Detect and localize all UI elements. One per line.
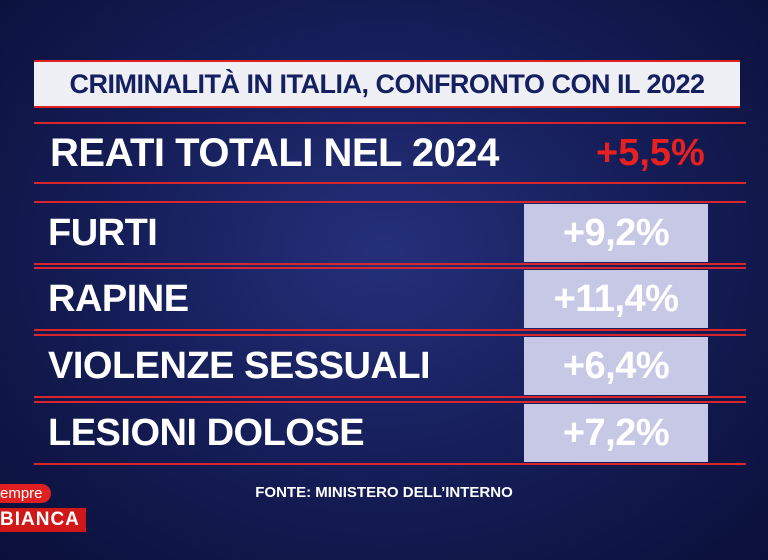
value-box — [524, 270, 708, 328]
divider — [34, 182, 746, 184]
divider — [34, 122, 746, 124]
row-label: LESIONI DOLOSE — [48, 412, 365, 454]
divider — [34, 463, 746, 465]
row-value: +11,4% — [553, 278, 679, 320]
divider — [34, 329, 746, 331]
title: CRIMINALITÀ IN ITALIA, CONFRONTO CON IL … — [34, 60, 740, 108]
logo-top: empre — [0, 484, 51, 503]
divider — [34, 263, 746, 265]
total-value: +5,5% — [596, 132, 705, 174]
divider — [34, 334, 746, 336]
value-box — [524, 204, 708, 262]
row-label: VIOLENZE SESSUALI — [48, 345, 431, 387]
divider — [34, 201, 746, 203]
value-box — [524, 337, 708, 395]
divider — [34, 267, 746, 269]
divider — [34, 396, 746, 398]
logo-bottom: BIANCA — [0, 508, 86, 532]
row-value: +7,2% — [562, 412, 670, 454]
value-box — [524, 404, 708, 462]
row-value: +6,4% — [562, 345, 670, 387]
row-value: +9,2% — [562, 212, 670, 254]
divider — [34, 401, 746, 403]
total-label: REATI TOTALI NEL 2024 — [50, 131, 499, 175]
row-label: RAPINE — [48, 278, 189, 320]
source: FONTE: MINISTERO DELL’INTERNO — [255, 484, 513, 501]
row-label: FURTI — [48, 212, 158, 254]
